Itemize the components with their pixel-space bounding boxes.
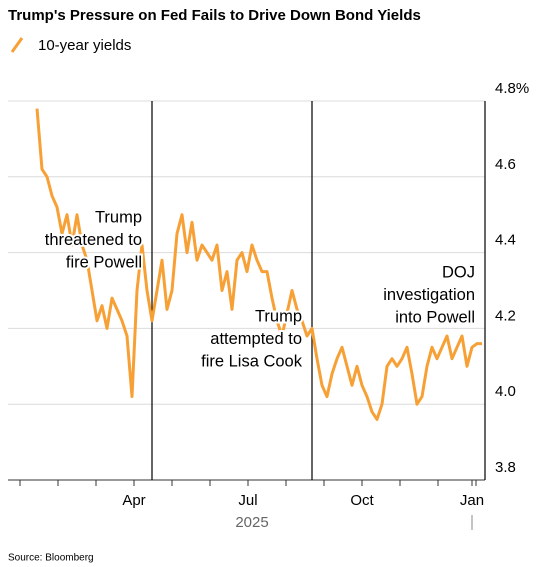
x-tick-label: Jul [238, 492, 257, 509]
x-axis-label: 2025 [235, 514, 268, 531]
annotation-text: attempted to [210, 330, 302, 348]
y-tick-label: 4.8% [495, 80, 529, 97]
chart-title: Trump's Pressure on Fed Fails to Drive D… [8, 7, 421, 24]
y-tick-label: 4.2 [495, 307, 516, 324]
legend-label: 10-year yields [38, 37, 131, 54]
x-tick-label: Oct [350, 492, 374, 509]
annotation-text: Trump [255, 307, 302, 325]
annotation-text: fire Powell [66, 253, 142, 271]
annotation-text: DOJ [442, 263, 475, 281]
legend-swatch [10, 37, 24, 53]
y-tick-label: 4.4 [495, 232, 516, 249]
annotation-text: threatened to [45, 231, 142, 249]
x-tick-label: Apr [122, 492, 145, 509]
y-tick-label: 3.8 [495, 459, 516, 476]
source: Source: Bloomberg [8, 553, 94, 564]
annotation-text: Trump [95, 208, 142, 226]
y-tick-label: 4.0 [495, 383, 516, 400]
x-tick-label: Jan [460, 492, 484, 509]
annotation-text: into Powell [395, 308, 475, 326]
annotation-text: investigation [383, 286, 475, 304]
y-tick-label: 4.6 [495, 156, 516, 173]
line-series [35, 108, 482, 421]
annotation-text: fire Lisa Cook [201, 352, 303, 370]
